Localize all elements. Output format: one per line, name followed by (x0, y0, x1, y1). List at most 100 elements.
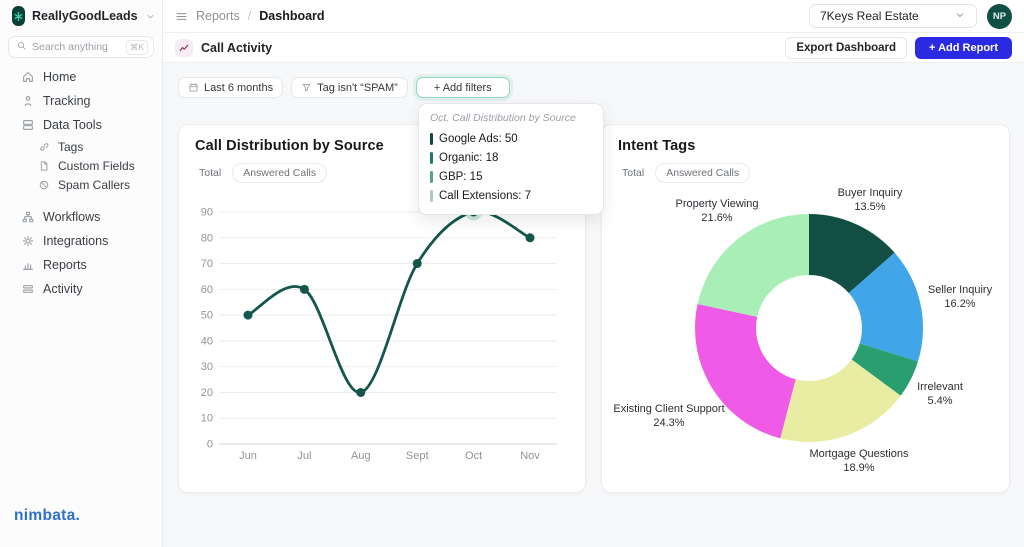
tooltip-item-label: Call Extensions: 7 (439, 189, 532, 202)
tab-answered-calls[interactable]: Answered Calls (232, 163, 328, 183)
export-dashboard-button[interactable]: Export Dashboard (785, 36, 908, 59)
donut-segment-existing-client-support[interactable] (695, 303, 796, 439)
sidebar-item-label: Custom Fields (58, 158, 135, 173)
sidebar-item-spam-callers[interactable]: Spam Callers (0, 175, 162, 194)
donut-chart (695, 214, 923, 443)
sidebar-item-activity[interactable]: Activity (0, 277, 162, 301)
sidebar-item-tags[interactable]: Tags (0, 137, 162, 156)
chevron-down-icon[interactable] (145, 11, 156, 22)
sidebar-item-label: Workflows (43, 210, 101, 224)
tooltip-item: Google Ads: 50 (430, 129, 592, 148)
donut-segment-label: Mortgage Questions 18.9% (809, 447, 908, 475)
donut-segment-label: Existing Client Support 24.3% (613, 402, 724, 430)
x-tick-label: Oct (465, 450, 482, 462)
sidebar-item-home[interactable]: Home (0, 65, 162, 89)
ban-icon (38, 179, 50, 191)
donut-segment-property-viewing[interactable] (697, 214, 809, 317)
tab-answered-calls[interactable]: Answered Calls (655, 163, 751, 183)
search-icon (16, 38, 27, 56)
x-tick-label: Sept (406, 450, 429, 462)
reports-icon (21, 258, 35, 272)
workspace-select-value: 7Keys Real Estate (820, 9, 919, 23)
intent-tags-card: Intent Tags Total Answered Calls Buyer I… (601, 124, 1010, 493)
section-actions: Export Dashboard + Add Report (785, 36, 1012, 59)
sidebar-item-integrations[interactable]: Integrations (0, 229, 162, 253)
data-point-jun[interactable] (243, 310, 253, 320)
brand-logo-icon (12, 6, 25, 26)
nimbata-logo[interactable]: nimbata. (14, 507, 81, 524)
y-tick-label: 30 (201, 361, 213, 373)
sidebar-nav: Home Tracking Data Tools Tags Custom Fields S… (0, 65, 162, 301)
sidebar-item-tracking[interactable]: Tracking (0, 89, 162, 113)
data-point-jul[interactable] (299, 284, 309, 294)
tab-total[interactable]: Total (199, 167, 222, 179)
sidebar-item-label: Data Tools (43, 118, 102, 132)
filter-bar: Last 6 months Tag isn't “SPAM” + Add filte… (163, 63, 1024, 98)
main-area: Reports / Dashboard 7Keys Real Estate NP… (163, 0, 1024, 547)
data-point-aug[interactable] (356, 387, 366, 397)
search-input[interactable]: Search anything ⌘K (8, 36, 154, 58)
donut-segment-label: Property Viewing 21.6% (676, 197, 759, 225)
sidebar-item-data-tools[interactable]: Data Tools (0, 113, 162, 137)
sidebar-item-reports[interactable]: Reports (0, 253, 162, 277)
tooltip-title: Oct. Call Distribution by Source (430, 112, 576, 124)
sidebar-item-label: Spam Callers (58, 177, 131, 192)
card-title: Intent Tags (618, 138, 696, 154)
home-icon (21, 70, 35, 84)
add-report-button[interactable]: + Add Report (915, 36, 1012, 59)
segment-name: Irrelevant (917, 381, 963, 393)
tracking-icon (21, 94, 35, 108)
segment-name: Seller Inquiry (927, 284, 993, 296)
y-tick-label: 70 (201, 258, 213, 270)
sidebar-item-label: Reports (43, 258, 87, 272)
donut-segment-label: Buyer Inquiry 13.5% (838, 186, 903, 214)
segment-name: Property Viewing (675, 198, 759, 210)
segment-percent: 13.5% (854, 201, 886, 213)
card-title: Call Distribution by Source (195, 138, 384, 154)
donut-segment-label: Seller Inquiry 16.2% (928, 283, 992, 311)
donut-segment-mortgage-questions[interactable] (780, 359, 901, 443)
calendar-icon (188, 82, 199, 93)
y-tick-label: 0 (207, 439, 213, 451)
avatar[interactable]: NP (987, 3, 1012, 29)
add-filters-button[interactable]: + Add filters (415, 77, 510, 98)
file-icon (38, 160, 50, 172)
filter-chip-last-6-months[interactable]: Last 6 months (178, 77, 284, 98)
topbar-right: 7Keys Real Estate NP (809, 3, 1012, 29)
donut-segment-seller-inquiry[interactable] (848, 252, 923, 362)
add-filters-label: + Add filters (433, 81, 492, 94)
y-tick-label: 50 (201, 310, 213, 322)
donut-segment-buyer-inquiry[interactable] (809, 214, 895, 293)
data-point-nov[interactable] (525, 233, 535, 243)
dashboard-content: Last 6 months Tag isn't “SPAM” + Add filte… (163, 63, 1024, 547)
activity-icon (21, 282, 35, 296)
sidebar-item-workflows[interactable]: Workflows (0, 205, 162, 229)
sidebar-item-custom-fields[interactable]: Custom Fields (0, 156, 162, 175)
tooltip-item-label: Organic: 18 (439, 151, 499, 164)
sidebar-item-label: Tags (58, 139, 84, 154)
breadcrumb-section[interactable]: Reports (196, 9, 240, 23)
tab-total[interactable]: Total (622, 167, 645, 179)
workspace-brand[interactable]: ReallyGoodLeads (0, 0, 162, 30)
filter-chip-tag-isn-t-spam-[interactable]: Tag isn't “SPAM” (291, 77, 408, 98)
x-tick-label: Aug (351, 450, 371, 462)
segment-percent: 24.3% (653, 417, 685, 429)
list-icon[interactable] (175, 10, 188, 23)
tag-icon (38, 141, 50, 153)
sidebar-item-label: Activity (43, 282, 83, 296)
donut-segment-label: Irrelevant 5.4% (917, 380, 963, 408)
data-point-sept[interactable] (412, 259, 422, 269)
y-tick-label: 20 (201, 387, 213, 399)
workspace-select[interactable]: 7Keys Real Estate (809, 4, 977, 28)
card-tabs: Total Answered Calls (617, 163, 751, 183)
filter-chip-label: Tag isn't “SPAM” (317, 81, 398, 94)
gear-icon (21, 234, 35, 248)
section-title: Call Activity (201, 40, 273, 55)
y-tick-label: 10 (201, 413, 213, 425)
tooltip-series-swatch (430, 151, 433, 164)
x-tick-label: Jul (297, 450, 311, 462)
tooltip-rows: Google Ads: 50 Organic: 18 GBP: 15 Call Ext… (430, 129, 592, 205)
donut-segment-irrelevant[interactable] (851, 343, 919, 396)
breadcrumb-separator: / (247, 9, 252, 23)
tooltip-series-swatch (430, 132, 433, 145)
